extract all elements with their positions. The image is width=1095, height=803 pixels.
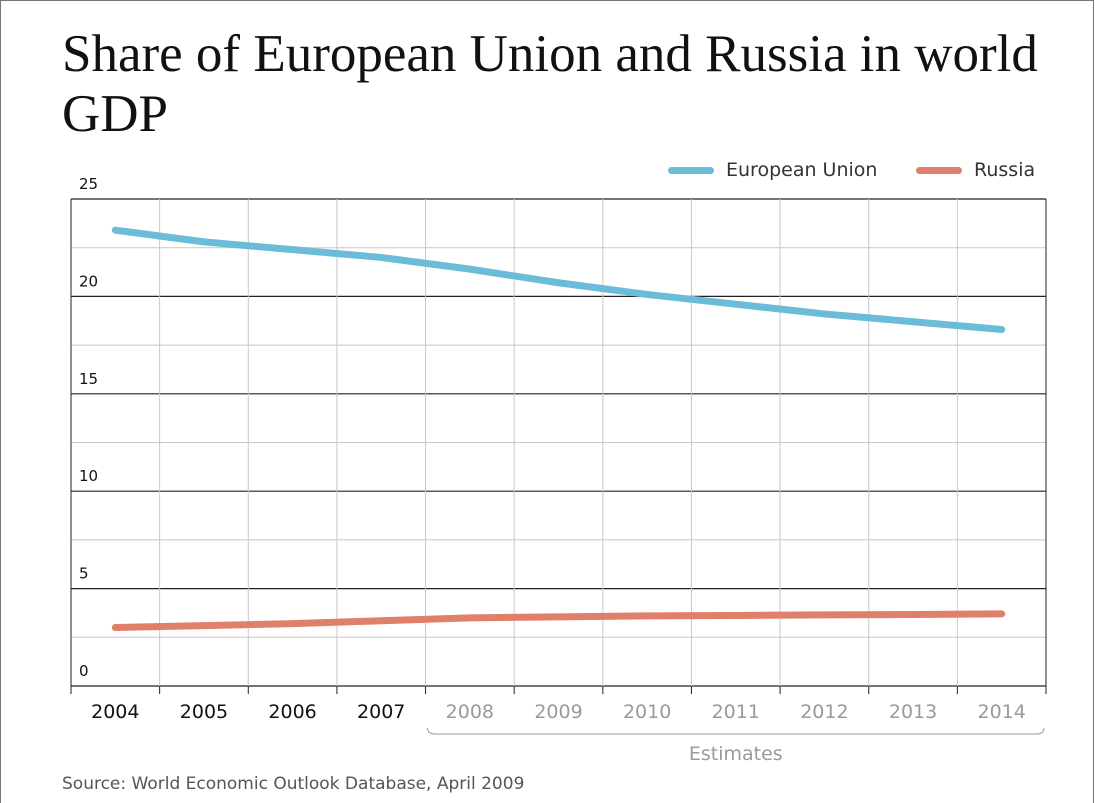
estimates-label: Estimates — [689, 743, 783, 765]
series-line-russia — [111, 610, 1006, 632]
x-tick-label: 2008 — [446, 701, 494, 723]
y-tick-label: 25 — [79, 175, 98, 193]
legend-item-european-union: European Union — [668, 156, 877, 184]
legend-swatch-russia — [916, 166, 962, 174]
y-tick-label: 20 — [79, 272, 98, 290]
x-tick-label: 2010 — [623, 701, 671, 723]
x-tick-label: 2014 — [978, 701, 1026, 723]
y-tick-label: 10 — [79, 467, 98, 485]
legend-label-european-union: European Union — [726, 159, 878, 181]
legend-label-russia: Russia — [974, 159, 1036, 181]
x-tick-label: 2007 — [357, 701, 405, 723]
x-tick-label: 2004 — [91, 701, 139, 723]
source-note: Source: World Economic Outlook Database,… — [62, 774, 525, 794]
series-line-european-union — [111, 226, 1006, 334]
estimates-bracket — [427, 727, 1045, 735]
x-tick-label: 2006 — [268, 701, 316, 723]
y-tick-label: 5 — [79, 565, 89, 583]
x-tick-label: 2013 — [889, 701, 937, 723]
x-tick-label: 2009 — [534, 701, 582, 723]
x-tick-label: 2012 — [800, 701, 848, 723]
y-tick-label: 15 — [79, 370, 98, 388]
x-tick-label: 2005 — [180, 701, 228, 723]
legend-item-russia: Russia — [916, 156, 1035, 184]
legend-swatch-european-union — [668, 166, 714, 174]
x-tick-label: 2011 — [712, 701, 760, 723]
chart-title: Share of European Union and Russia in wo… — [62, 25, 1038, 143]
y-tick-label: 0 — [79, 662, 89, 680]
